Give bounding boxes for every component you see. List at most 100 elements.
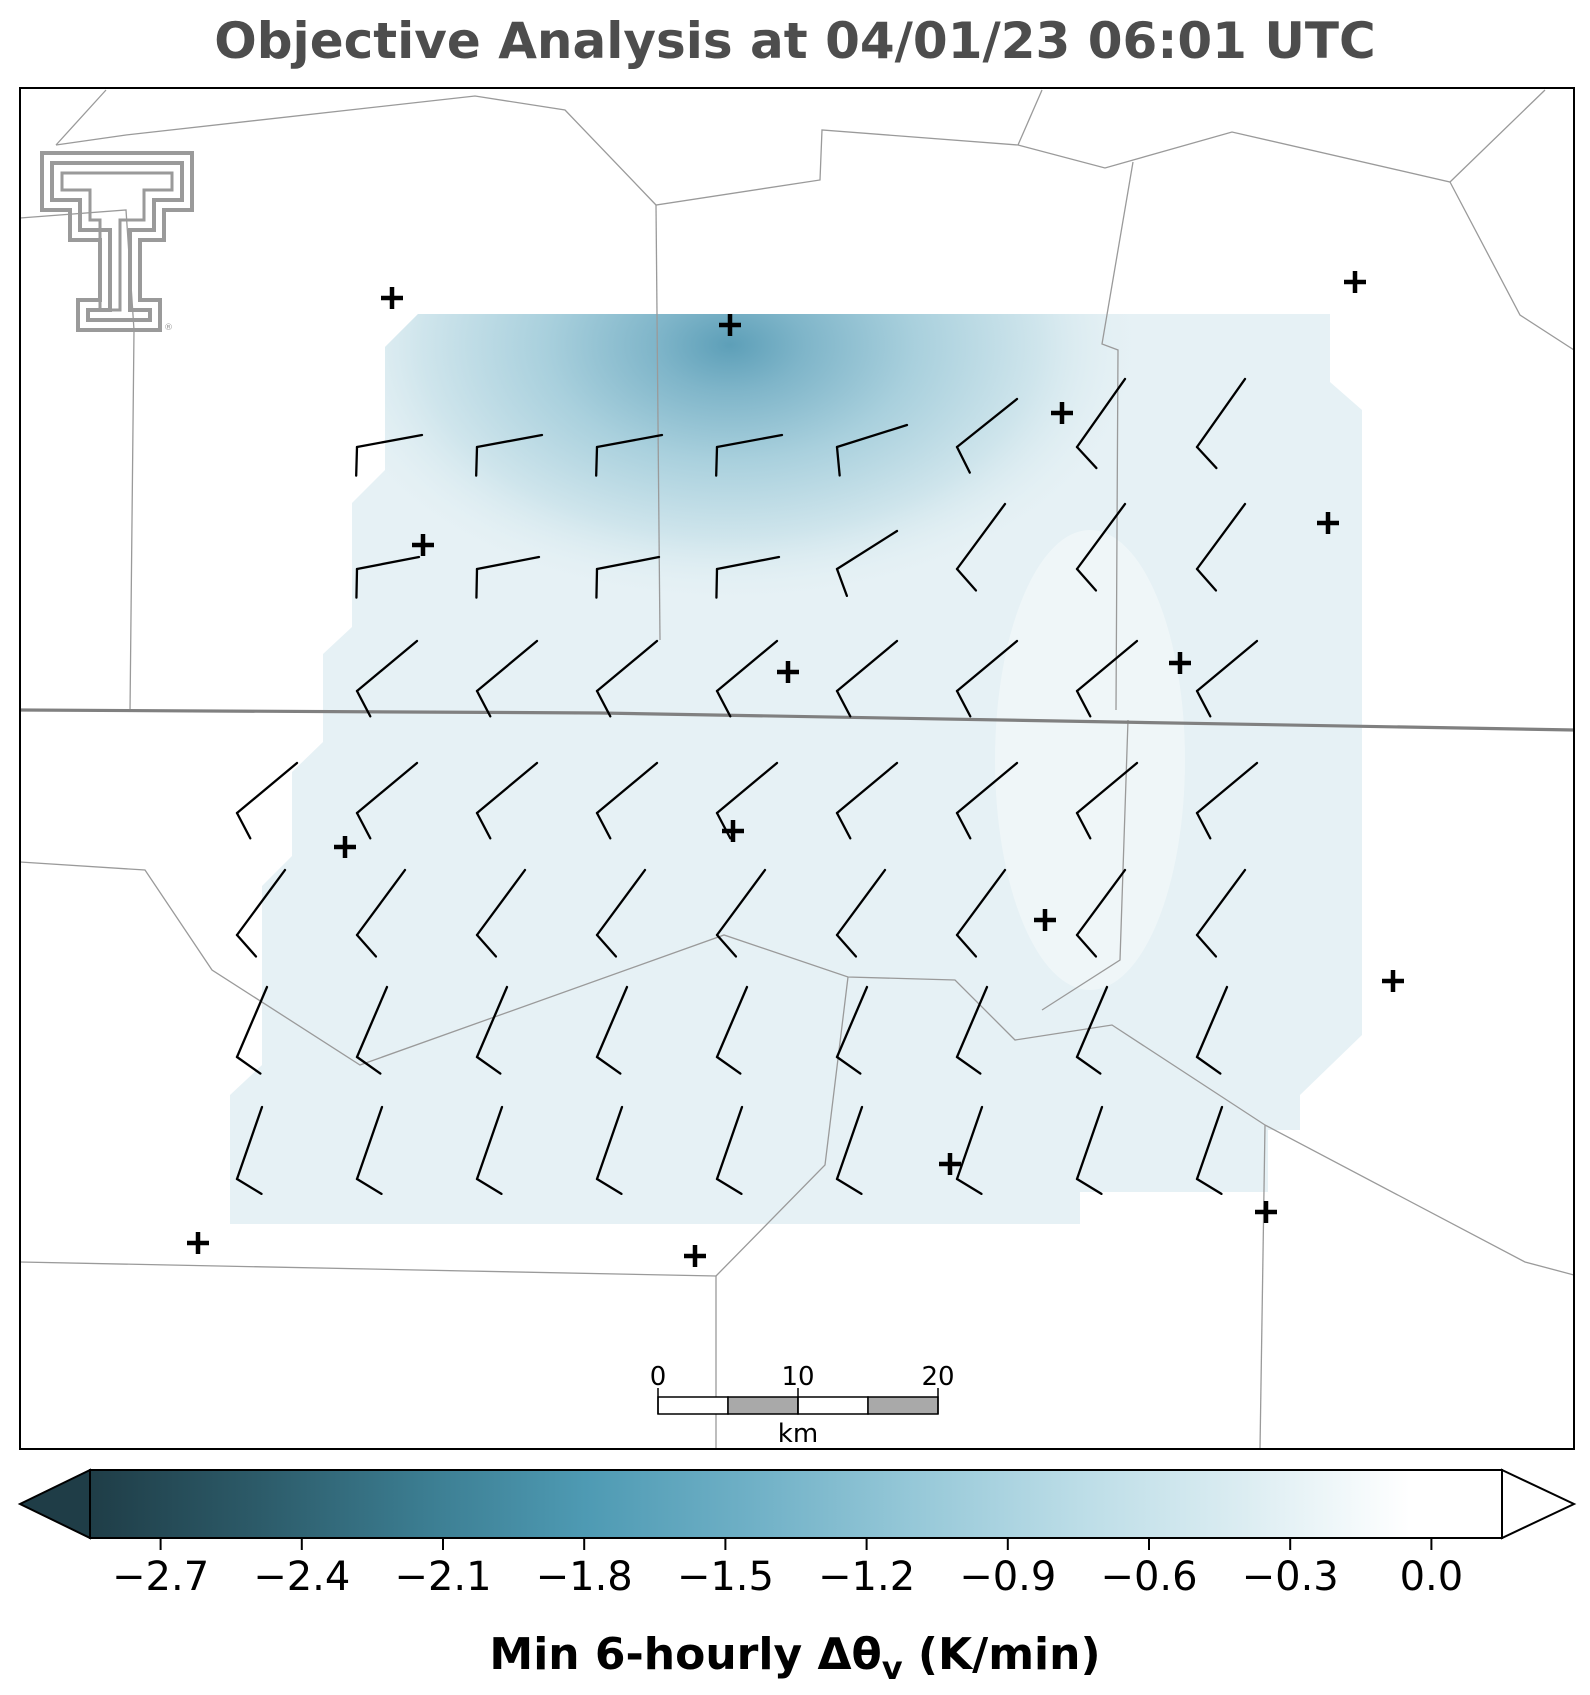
colorbar-tick-label: −1.8 (536, 1554, 633, 1600)
wind-barb (235, 1105, 264, 1196)
station-marker (684, 1245, 706, 1267)
wind-barb (1075, 761, 1139, 840)
wind-barb (715, 985, 749, 1075)
wind-barb (1075, 868, 1127, 958)
wind-barb (355, 1105, 384, 1196)
wind-barb (715, 639, 779, 718)
map-panel (20, 88, 1574, 1449)
station-marker (1051, 402, 1073, 424)
colorbar-tick-label: −2.7 (112, 1554, 209, 1600)
station-marker (722, 820, 744, 842)
scale-label-10: 10 (781, 1362, 814, 1392)
wind-barb (835, 985, 869, 1075)
wind-barb (595, 555, 661, 599)
wind-barb (355, 555, 421, 599)
colorbar-tick-label: −2.1 (394, 1554, 491, 1600)
wind-barb (715, 868, 767, 958)
cold-pool-shading (230, 314, 1362, 1224)
wind-barb (955, 761, 1019, 840)
wind-barb (475, 985, 509, 1075)
wind-barb (715, 761, 779, 840)
wind-barbs (235, 377, 1259, 1196)
wind-barb (595, 761, 659, 840)
wind-barb (355, 639, 419, 718)
wind-barb (1195, 761, 1259, 840)
wind-barb (835, 639, 899, 718)
colorbar: −2.7 −2.4 −2.1 −1.8 −1.5 −1.2 −0.9 −0.6 −0.3 0.0 … (17, 1468, 1577, 1687)
wind-barb (1195, 868, 1247, 958)
wind-barb (715, 555, 781, 599)
colorbar-tick-label: −0.3 (1242, 1554, 1339, 1600)
wind-barb (475, 1105, 504, 1196)
wind-barb (355, 761, 419, 840)
station-marker (1034, 909, 1056, 931)
station-marker (1382, 970, 1404, 992)
wind-barb (475, 433, 544, 477)
wind-barb (235, 868, 287, 958)
wind-barb (955, 868, 1007, 958)
wind-barb (595, 1105, 624, 1196)
state-boundary (20, 708, 1574, 732)
wind-barb (595, 639, 659, 718)
wind-barb (475, 555, 541, 599)
wind-barb (955, 639, 1019, 718)
colorbar-tick-label: 0.0 (1400, 1554, 1464, 1600)
station-marker (939, 1153, 961, 1175)
scale-bar: 0 10 20 km (650, 1362, 955, 1449)
wind-barb (835, 529, 899, 598)
wind-barb (595, 985, 629, 1075)
wind-barb (235, 985, 269, 1075)
wind-barb (235, 761, 299, 840)
wind-barb (475, 761, 539, 840)
svg-text:®: ® (164, 323, 173, 333)
station-marker (1344, 271, 1366, 293)
colorbar-tick-label: −1.5 (677, 1554, 774, 1600)
wind-barb (835, 761, 899, 840)
scale-label-20: 20 (921, 1362, 954, 1392)
warm-pocket (995, 530, 1185, 990)
wind-barb (835, 1105, 864, 1196)
wind-barb (595, 433, 664, 477)
wind-barb (835, 423, 909, 477)
station-markers (187, 271, 1404, 1267)
wind-barb (355, 985, 389, 1075)
wind-barb (355, 433, 424, 477)
colorbar-tick-label: −0.6 (1100, 1554, 1197, 1600)
station-marker (777, 661, 799, 683)
colorbar-gradient (89, 1469, 1503, 1539)
map-frame (19, 87, 1575, 1450)
wind-barb (1075, 377, 1127, 470)
station-marker (1255, 1201, 1277, 1223)
station-marker (334, 836, 356, 858)
wind-barb (835, 868, 887, 958)
wind-barb (1195, 639, 1259, 718)
wind-barb (475, 868, 527, 958)
wind-barb (1195, 985, 1229, 1075)
station-marker (381, 287, 403, 309)
wind-barb (715, 433, 784, 477)
wind-barb (1195, 1105, 1224, 1196)
wind-barb (955, 397, 1019, 474)
wind-barb (475, 639, 539, 718)
colorbar-low-extend (17, 1468, 91, 1540)
wind-barb (1075, 639, 1139, 718)
scale-label-0: 0 (650, 1362, 667, 1392)
scale-unit: km (778, 1419, 818, 1449)
wind-barb (955, 502, 1007, 592)
station-marker (187, 1232, 209, 1254)
texas-tech-logo-icon: ® (40, 151, 194, 333)
wind-barb (595, 868, 647, 958)
wind-barb (1075, 502, 1127, 592)
wind-barb (1195, 377, 1247, 470)
station-marker (1169, 652, 1191, 674)
colorbar-high-extend (1501, 1468, 1577, 1540)
colorbar-tick-label: −1.2 (818, 1554, 915, 1600)
wind-barb (1075, 1105, 1104, 1196)
wind-barb (955, 985, 989, 1075)
colorbar-label: Min 6-hourly Δθv (K/min) (489, 1629, 1100, 1687)
station-marker (1317, 512, 1339, 534)
station-marker (412, 534, 434, 556)
colorbar-tick-label: −0.9 (959, 1554, 1056, 1600)
colorbar-tick-label: −2.4 (253, 1554, 350, 1600)
